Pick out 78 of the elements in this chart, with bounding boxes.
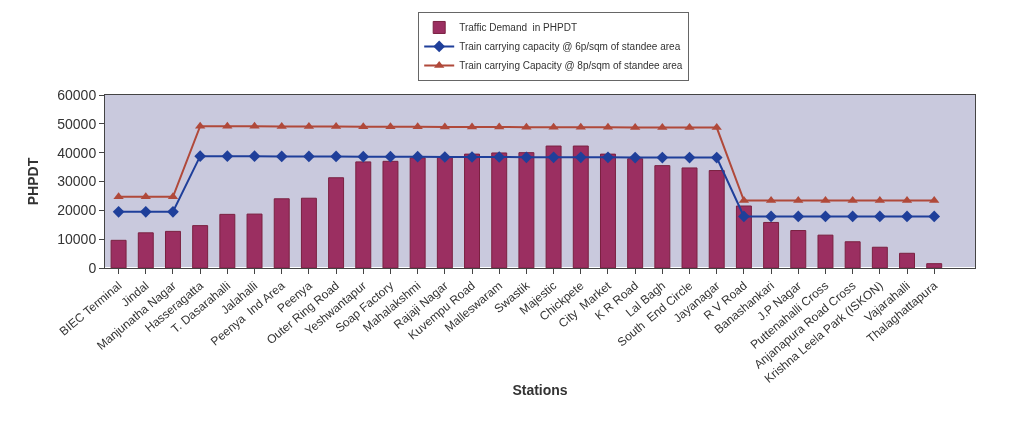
bar xyxy=(328,177,345,268)
point xyxy=(140,192,151,200)
point xyxy=(873,210,886,223)
point xyxy=(520,151,533,164)
bar xyxy=(491,152,508,268)
point xyxy=(574,151,587,164)
legend-label: Traffic Demand in PHPDT xyxy=(459,22,578,34)
y-tick-label: 50000 xyxy=(57,115,97,132)
bar xyxy=(355,161,372,268)
bar xyxy=(382,160,399,268)
bar xyxy=(735,205,752,268)
legend-label: Train carrying Capacity @ 8p/sqm of standee area xyxy=(459,60,683,72)
point xyxy=(411,150,424,163)
y-tick-label: 60000 xyxy=(57,86,97,103)
bar xyxy=(599,153,616,268)
bar xyxy=(654,165,671,268)
point xyxy=(765,210,777,223)
bar xyxy=(763,221,780,268)
point xyxy=(683,151,696,164)
point xyxy=(656,151,669,164)
y-tick-label: 20000 xyxy=(57,202,97,219)
point xyxy=(330,150,342,163)
bar xyxy=(681,167,698,268)
point xyxy=(710,151,723,164)
point xyxy=(819,210,832,223)
point xyxy=(113,192,124,200)
point xyxy=(357,150,370,163)
y-tick-label: 30000 xyxy=(57,173,97,190)
point xyxy=(384,150,397,163)
legend-label: Train carrying capacity @ 6p/sqm of standee area xyxy=(459,41,681,53)
point xyxy=(548,122,559,130)
bar xyxy=(192,225,209,268)
bar xyxy=(219,213,236,268)
y-tick-label: 10000 xyxy=(57,231,97,248)
point xyxy=(928,210,941,223)
bar xyxy=(572,145,589,268)
point xyxy=(248,150,261,162)
y-tick-label: 0 xyxy=(88,259,97,276)
point xyxy=(521,122,532,130)
point xyxy=(139,205,152,218)
bar xyxy=(790,230,807,268)
point xyxy=(275,150,288,163)
bar xyxy=(164,230,181,268)
point xyxy=(575,122,586,130)
bar xyxy=(545,145,562,268)
point xyxy=(738,210,750,223)
point xyxy=(112,205,125,218)
point xyxy=(792,210,805,223)
bar xyxy=(137,232,154,268)
bar xyxy=(409,157,426,268)
bar xyxy=(926,263,943,268)
point xyxy=(901,210,913,223)
y-axis-title: PHPDT xyxy=(24,157,41,206)
point xyxy=(629,151,642,164)
point xyxy=(221,150,234,162)
point xyxy=(846,210,859,223)
point xyxy=(167,205,179,218)
bar xyxy=(627,158,644,268)
bar xyxy=(436,157,453,268)
bar xyxy=(273,198,290,268)
bar xyxy=(464,153,481,268)
point xyxy=(276,121,287,129)
point xyxy=(547,151,560,164)
bar xyxy=(844,241,861,268)
bar xyxy=(518,152,535,268)
point xyxy=(194,150,207,162)
bar xyxy=(110,239,127,268)
y-tick-label: 40000 xyxy=(57,144,97,161)
point xyxy=(494,122,505,130)
point xyxy=(602,151,614,164)
x-axis-title: Stations xyxy=(512,382,568,399)
bar xyxy=(246,213,263,268)
point xyxy=(303,150,315,163)
bar xyxy=(300,197,317,268)
bar xyxy=(871,246,888,268)
bar xyxy=(708,170,725,268)
bar xyxy=(899,252,916,268)
bar xyxy=(817,234,834,268)
